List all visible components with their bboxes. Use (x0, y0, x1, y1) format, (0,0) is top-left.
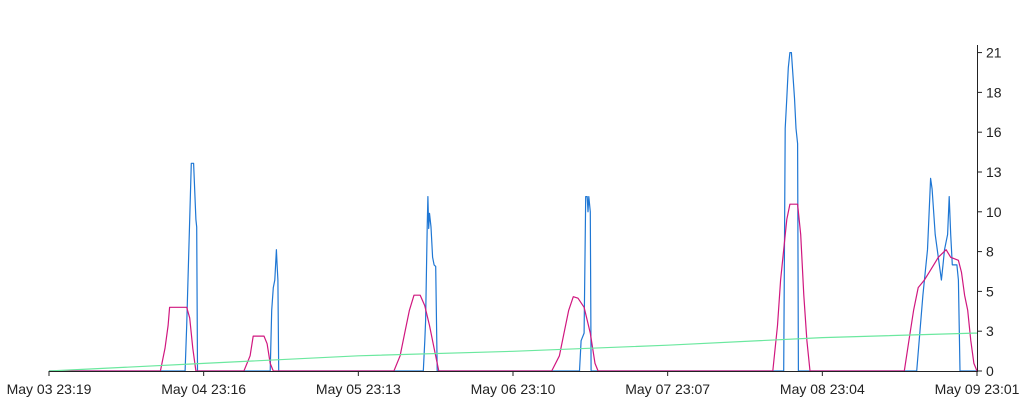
series-line-2 (48, 332, 977, 372)
y-tick-label: 8 (986, 244, 994, 260)
y-tick-label: 10 (986, 204, 1002, 220)
series-line-0 (49, 52, 977, 372)
x-tick-label: May 06 23:10 (471, 381, 556, 397)
x-tick-label: May 07 23:07 (625, 381, 710, 397)
y-tick-label: 21 (986, 45, 1002, 61)
x-ticks: May 03 23:19 May 04 23:16 May 05 23:13 May … (7, 371, 1020, 397)
x-tick-label: May 03 23:19 (7, 381, 92, 397)
x-tick-label: May 05 23:13 (316, 381, 401, 397)
y-tick-label: 0 (986, 363, 994, 379)
axes-layer (49, 45, 978, 372)
series-line-1 (49, 203, 978, 372)
x-tick-label: May 04 23:16 (161, 381, 246, 397)
x-tick-label: May 08 23:04 (780, 381, 865, 397)
x-tick-label: May 09 23:01 (935, 381, 1020, 397)
series-layer (48, 52, 978, 372)
y-tick-label: 3 (986, 323, 994, 339)
y-tick-label: 13 (986, 164, 1002, 180)
y-tick-label: 5 (986, 283, 994, 299)
y-tick-label: 18 (986, 84, 1002, 100)
y-ticks: 0 3 5 8 10 13 16 18 21 (977, 45, 1002, 379)
y-tick-label: 16 (986, 124, 1002, 140)
